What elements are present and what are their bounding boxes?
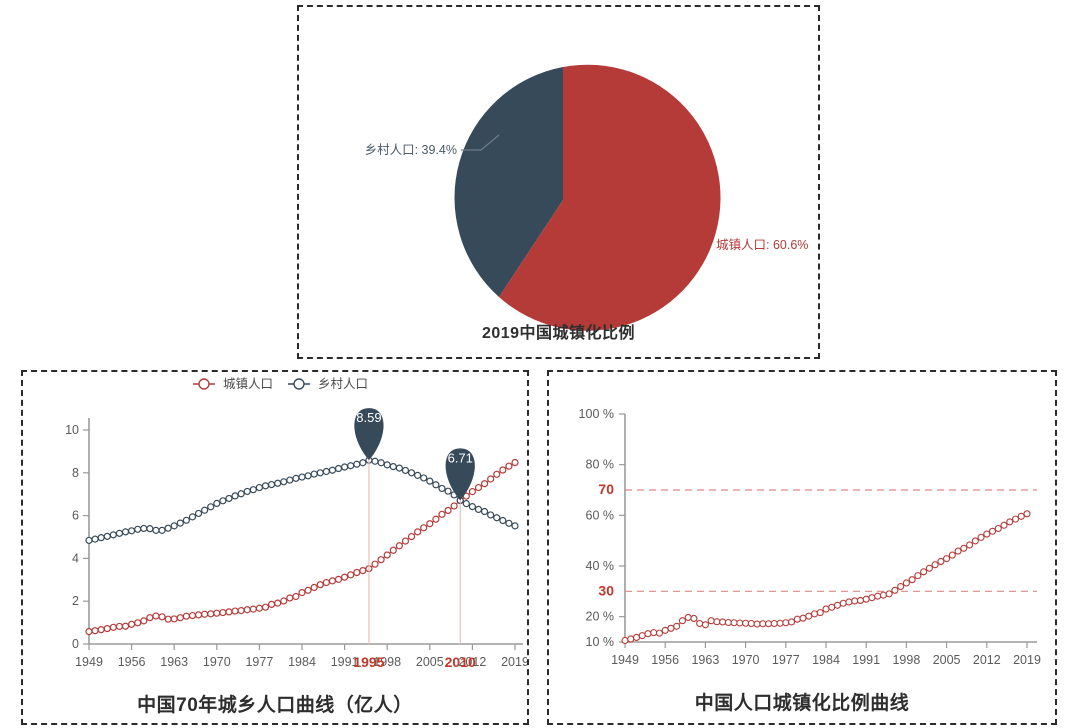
y-axis-tick-label: 60 %: [586, 508, 615, 522]
population-chart-svg: 城镇人口 乡村人口 0 2 4 6 8 10 1949 1956 1963 1970 1977 1984…: [65, 377, 527, 670]
x-axis-tick-label: 2019: [501, 655, 527, 669]
y-axis-tick-label: 100 %: [579, 407, 614, 421]
pie-callout-line-rural: [461, 134, 500, 151]
urbanization-ratio-title: 中国人口城镇化比例曲线: [694, 693, 910, 714]
reference-line-label: 70: [598, 481, 614, 497]
population-chart-series: [85, 456, 519, 636]
population-chart-panel: 城镇人口 乡村人口 0 2 4 6 8 10 1949 1956 1963 1970 1977 1984…: [21, 370, 529, 725]
x-axis-tick-label: 1963: [160, 655, 188, 669]
y-axis-tick-label: 2: [72, 594, 79, 608]
x-axis-tick-label: 1963: [691, 653, 719, 667]
x-axis-tick-label: 1984: [812, 653, 840, 667]
y-axis-tick-label: 6: [72, 509, 79, 523]
pie-slice-rural[interactable]: [454, 67, 563, 297]
value-pin[interactable]: 6.71: [445, 448, 475, 501]
y-axis-tick-label: 8: [72, 466, 79, 480]
x-axis-tick-label: 1956: [651, 653, 679, 667]
pie-slice-urban[interactable]: [499, 64, 721, 331]
urbanization-ratio-series: [621, 510, 1031, 645]
x-axis-tick-label: 1984: [288, 655, 316, 669]
x-axis-highlight-label: 2010: [445, 654, 476, 670]
x-axis-tick-label: 1956: [118, 655, 146, 669]
legend-marker: [293, 378, 305, 390]
x-axis-tick-label: 1970: [203, 655, 231, 669]
urbanization-reference-lines: 70 30: [598, 481, 1037, 598]
x-axis-tick-label: 1949: [611, 653, 639, 667]
y-axis-tick-label: 10 %: [586, 635, 615, 649]
x-axis-highlight-label: 1995: [353, 654, 384, 670]
x-axis-tick-label: 1949: [75, 655, 103, 669]
x-axis-tick-label: 1991: [331, 655, 359, 669]
y-axis-tick-label: 0: [72, 637, 79, 651]
legend-marker: [198, 378, 210, 390]
population-chart-legend: 城镇人口 乡村人口: [193, 377, 368, 391]
reference-line-label: 30: [598, 582, 614, 598]
x-axis-tick-label: 1998: [373, 655, 401, 669]
x-axis-tick-label: 2005: [416, 655, 444, 669]
y-axis-tick-label: 10: [65, 423, 79, 437]
x-axis-tick-label: 1977: [245, 655, 273, 669]
x-axis-tick-label: 1991: [852, 653, 880, 667]
population-chart-title: 中国70年城乡人口曲线（亿人）: [137, 695, 413, 716]
population-chart-axes: 0 2 4 6 8 10 1949 1956 1963 1970 1977 1984 1991 1998 2…: [65, 418, 527, 670]
pie-label-rural: 乡村人口: 39.4%: [365, 143, 457, 157]
legend-label[interactable]: 乡村人口: [318, 377, 368, 391]
y-axis-tick-label: 80 %: [586, 458, 615, 472]
urbanization-ratio-axes: 10 % 20 % 40 % 60 % 80 % 100 % 1949 1956 1963 197…: [579, 407, 1041, 667]
urbanization-ratio-svg: 10 % 20 % 40 % 60 % 80 % 100 % 1949 1956 1963 197…: [579, 407, 1041, 667]
y-axis-tick-label: 40 %: [586, 559, 615, 573]
population-chart-annotations: 8.59 6.71: [354, 408, 475, 644]
y-axis-tick-label: 20 %: [586, 610, 615, 624]
x-axis-tick-label: 2019: [1013, 653, 1041, 667]
x-axis-tick-label: 2005: [933, 653, 961, 667]
pie-chart-panel: 乡村人口: 39.4% 城镇人口: 60.6% 2019中国城镇化比例: [297, 5, 820, 359]
x-axis-tick-label: 1970: [732, 653, 760, 667]
x-axis-tick-label: 1977: [772, 653, 800, 667]
x-axis-tick-label: 2012: [458, 655, 486, 669]
pie-chart-title: 2019中国城镇化比例: [481, 325, 636, 342]
urbanization-ratio-panel: 10 % 20 % 40 % 60 % 80 % 100 % 1949 1956 1963 197…: [547, 370, 1057, 725]
x-axis-tick-label: 1998: [892, 653, 920, 667]
y-axis-tick-label: 4: [72, 551, 79, 565]
x-axis-tick-label: 2012: [973, 653, 1001, 667]
value-pin-label: 6.71: [448, 450, 473, 465]
pie-label-urban: 城镇人口: 60.6%: [716, 238, 808, 252]
legend-label[interactable]: 城镇人口: [223, 377, 273, 391]
value-pin-label: 8.59: [356, 410, 381, 425]
value-pin[interactable]: 8.59: [354, 408, 384, 461]
pie-chart-svg: 乡村人口: 39.4% 城镇人口: 60.6%: [365, 64, 808, 331]
